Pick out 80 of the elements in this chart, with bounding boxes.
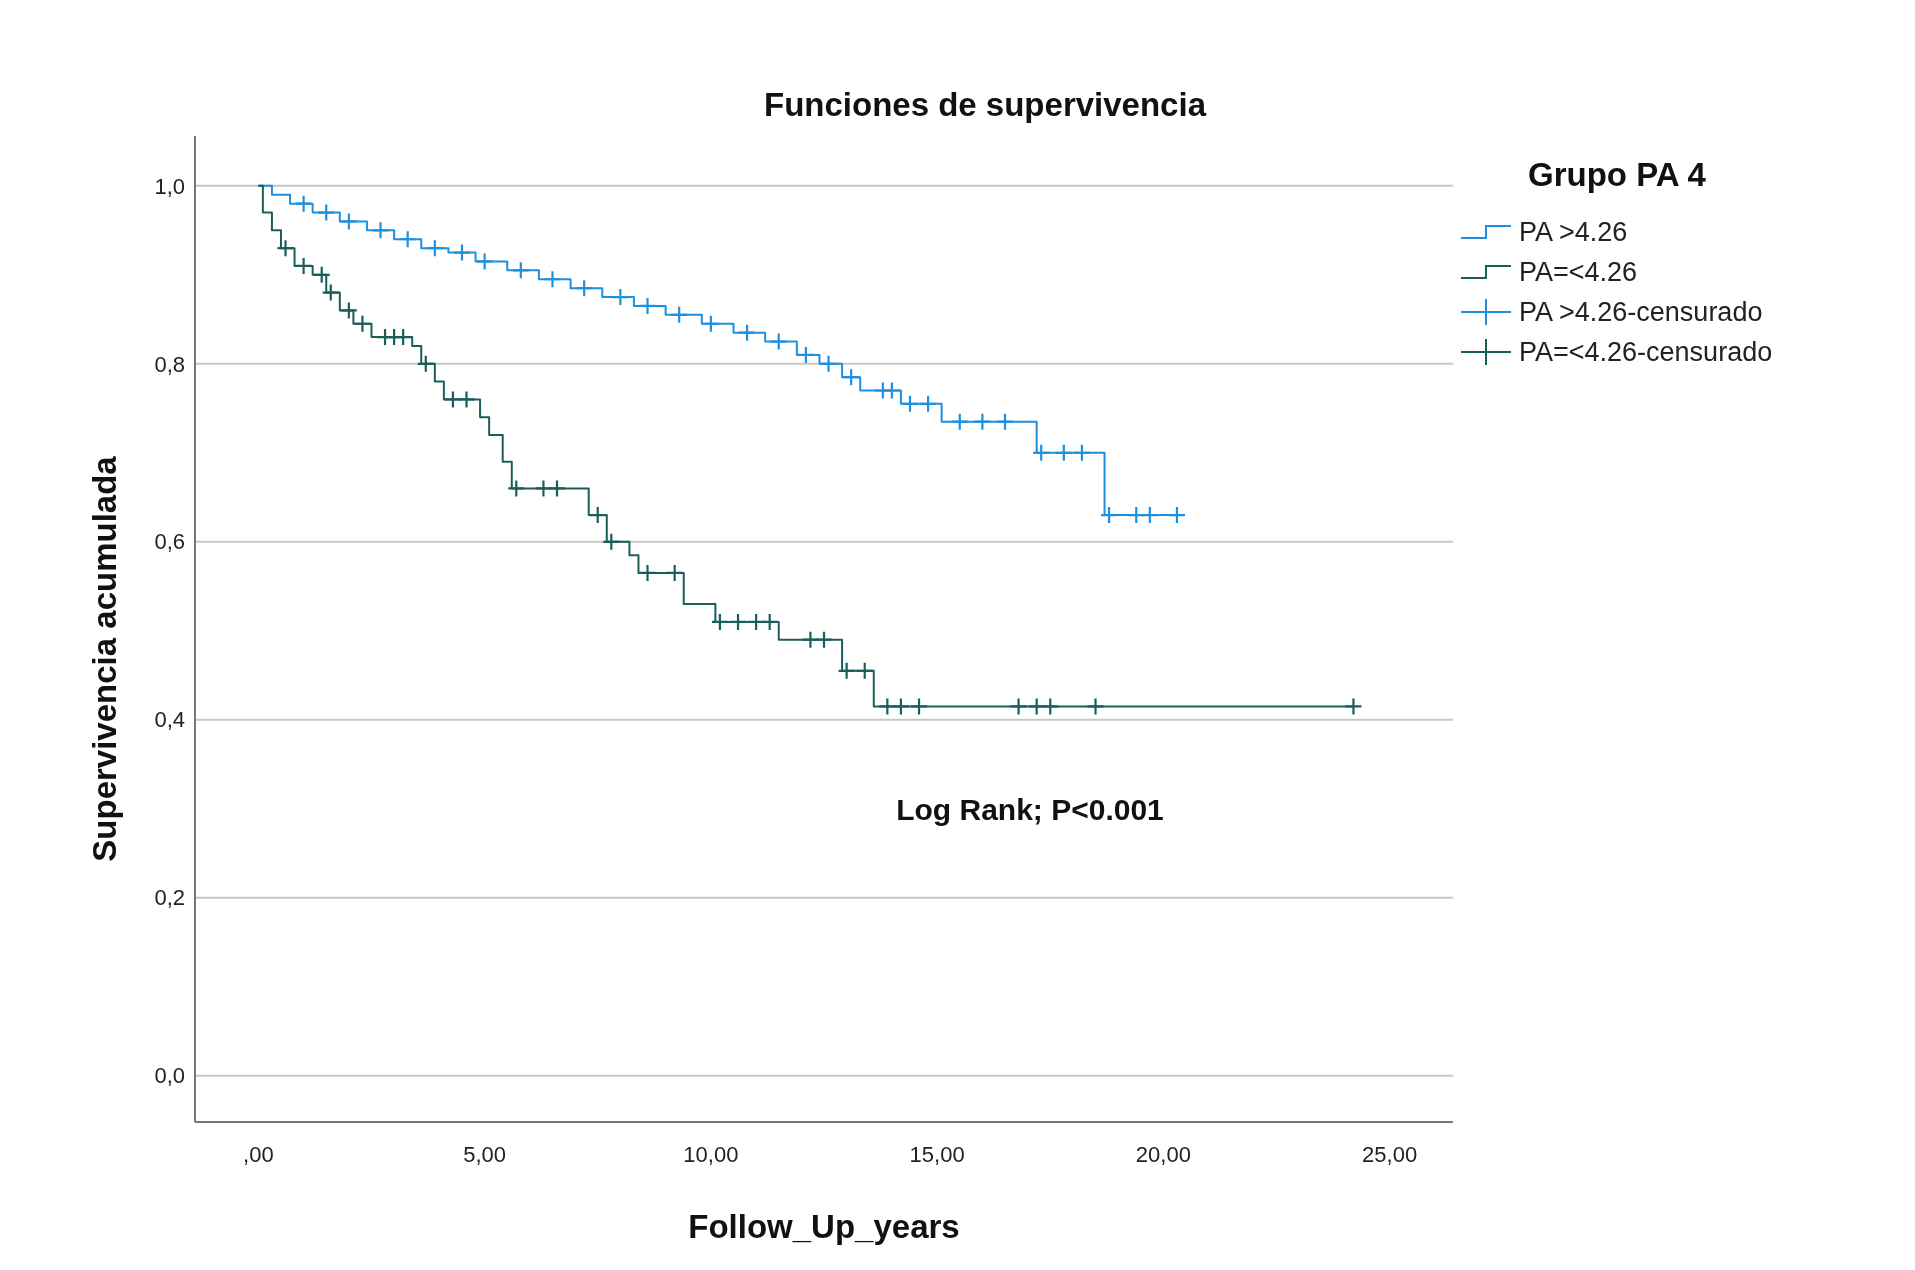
point bbox=[900, 394, 920, 413]
point bbox=[891, 697, 911, 716]
point bbox=[882, 381, 901, 400]
point bbox=[371, 221, 390, 240]
point bbox=[909, 697, 929, 716]
annotation: Log Rank; P<0.001 bbox=[896, 793, 1164, 826]
point bbox=[710, 612, 730, 631]
point bbox=[973, 412, 992, 431]
point bbox=[339, 212, 358, 231]
point bbox=[918, 394, 938, 413]
point bbox=[1140, 505, 1159, 525]
point bbox=[1086, 697, 1105, 716]
point bbox=[837, 661, 856, 680]
point bbox=[1032, 443, 1051, 462]
legend-title: Grupo PA 4 bbox=[1528, 156, 1707, 193]
point bbox=[475, 252, 494, 271]
point bbox=[507, 479, 526, 498]
x-tick-label: 25,00 bbox=[1362, 1142, 1418, 1167]
point bbox=[416, 354, 435, 373]
point bbox=[543, 270, 562, 289]
point bbox=[638, 296, 657, 316]
point bbox=[819, 354, 838, 373]
point bbox=[294, 194, 313, 213]
point bbox=[398, 230, 417, 249]
x-tick-label: 10,00 bbox=[683, 1142, 739, 1167]
point bbox=[353, 314, 372, 333]
point bbox=[1344, 697, 1363, 716]
x-tick-label: 20,00 bbox=[1135, 1142, 1191, 1167]
y-axis-title: Supervivencia acumulada bbox=[86, 455, 123, 862]
point bbox=[276, 239, 295, 258]
chart-title: Funciones de supervivencia bbox=[764, 86, 1207, 123]
y-tick-label: 0,8 bbox=[154, 351, 185, 377]
legend-label: PA=<4.26-censurado bbox=[1519, 337, 1773, 368]
point bbox=[588, 505, 607, 525]
point bbox=[425, 239, 444, 258]
point bbox=[1041, 697, 1060, 716]
point bbox=[339, 301, 358, 320]
y-tick-label: 1,0 bbox=[154, 173, 185, 199]
point bbox=[796, 345, 815, 365]
point bbox=[312, 265, 331, 284]
point bbox=[737, 323, 757, 342]
point bbox=[547, 479, 567, 498]
point bbox=[511, 261, 530, 280]
point bbox=[294, 256, 313, 276]
point bbox=[1054, 443, 1073, 462]
point bbox=[602, 532, 621, 551]
point bbox=[1009, 697, 1028, 716]
point bbox=[769, 332, 788, 351]
y-tick-label: 0,6 bbox=[154, 529, 185, 555]
point bbox=[457, 390, 476, 409]
legend-label: PA >4.26 bbox=[1519, 217, 1628, 248]
point bbox=[950, 412, 969, 431]
y-tick-label: 0,0 bbox=[154, 1063, 185, 1089]
point bbox=[701, 314, 720, 333]
point bbox=[394, 328, 413, 347]
y-tick-label: 0,4 bbox=[154, 707, 185, 733]
point bbox=[855, 661, 874, 680]
x-tick-label: 15,00 bbox=[909, 1142, 965, 1167]
legend-label: PA=<4.26 bbox=[1519, 257, 1638, 288]
point bbox=[611, 287, 630, 307]
point bbox=[665, 563, 684, 583]
x-tick-label: 5,00 bbox=[463, 1142, 507, 1167]
point bbox=[1099, 505, 1119, 525]
legend-label: PA >4.26-censurado bbox=[1519, 297, 1763, 328]
point bbox=[728, 612, 748, 631]
point bbox=[814, 630, 834, 649]
point bbox=[670, 305, 689, 324]
point bbox=[1167, 505, 1187, 525]
point bbox=[452, 243, 472, 262]
point bbox=[575, 279, 594, 298]
x-axis-title: Follow_Up_years bbox=[688, 1208, 960, 1245]
point bbox=[1072, 443, 1092, 462]
x-tick-label: ,00 bbox=[243, 1142, 274, 1167]
y-tick-label: 0,2 bbox=[154, 885, 185, 911]
point bbox=[842, 368, 861, 387]
point bbox=[995, 412, 1015, 431]
point bbox=[321, 283, 340, 302]
point bbox=[638, 563, 657, 583]
point bbox=[760, 612, 779, 631]
point bbox=[317, 203, 336, 222]
